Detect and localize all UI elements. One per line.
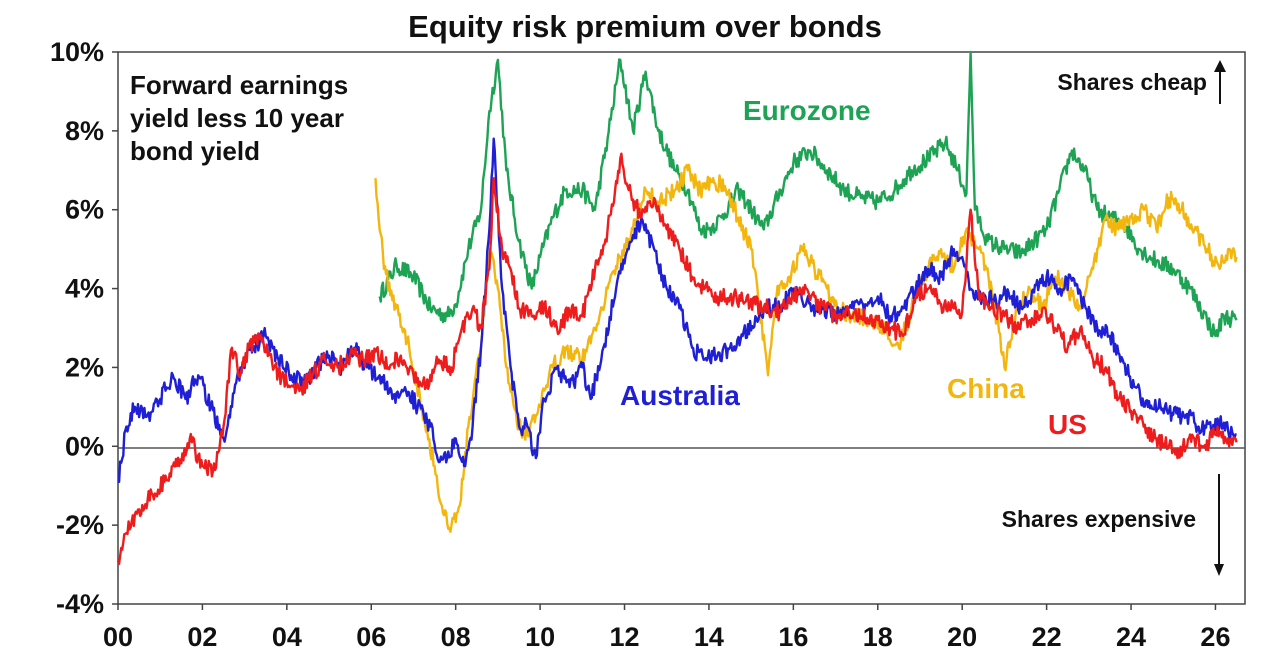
plot-border — [117, 51, 1246, 605]
x-tick-label: 06 — [356, 622, 386, 652]
y-tick-label: 2% — [65, 352, 104, 382]
chart-title: Equity risk premium over bonds — [408, 9, 882, 44]
x-tick-label: 04 — [272, 622, 302, 652]
annotation-line-3: bond yield — [130, 136, 260, 166]
series-label-australia: Australia — [620, 380, 740, 411]
x-tick-label: 00 — [103, 622, 133, 652]
y-tick-label: -4% — [56, 589, 104, 619]
series-label-china: China — [947, 373, 1025, 404]
x-tick-label: 20 — [947, 622, 977, 652]
up-arrowhead-icon — [1214, 60, 1226, 72]
series-label-us: US — [1048, 409, 1087, 440]
series-line-australia — [117, 137, 1237, 483]
x-tick-label: 16 — [778, 622, 808, 652]
x-tick-label: 08 — [441, 622, 471, 652]
x-tick-label: 10 — [525, 622, 555, 652]
x-tick-label: 18 — [863, 622, 893, 652]
series-label-eurozone: Eurozone — [743, 95, 871, 126]
x-tick-label: 24 — [1116, 622, 1146, 652]
y-tick-label: 10% — [50, 37, 104, 67]
x-axis: 00 02 04 06 08 10 12 14 16 18 20 22 24 26 — [103, 604, 1230, 652]
note-shares-cheap: Shares cheap — [1057, 69, 1207, 95]
x-tick-label: 26 — [1200, 622, 1230, 652]
series-layer — [116, 50, 1238, 566]
annotation-line-1: Forward earnings — [130, 70, 348, 100]
x-tick-label: 02 — [187, 622, 217, 652]
y-tick-label: -2% — [56, 510, 104, 540]
down-arrowhead-icon — [1214, 564, 1224, 576]
x-tick-label: 14 — [694, 622, 724, 652]
annotation-line-2: yield less 10 year — [130, 103, 344, 133]
y-tick-label: 6% — [65, 195, 104, 225]
series-line-eurozone — [378, 50, 1238, 338]
x-tick-label: 12 — [609, 622, 639, 652]
series-line-us — [116, 152, 1238, 566]
y-tick-label: 4% — [65, 274, 104, 304]
x-tick-label: 22 — [1032, 622, 1062, 652]
y-tick-label: 0% — [65, 431, 104, 461]
y-axis: -4% -2% 0% 2% 4% 6% 8% 10% — [50, 37, 118, 619]
series-line-china — [374, 163, 1238, 533]
note-shares-expensive: Shares expensive — [1002, 506, 1196, 532]
y-tick-label: 8% — [65, 116, 104, 146]
